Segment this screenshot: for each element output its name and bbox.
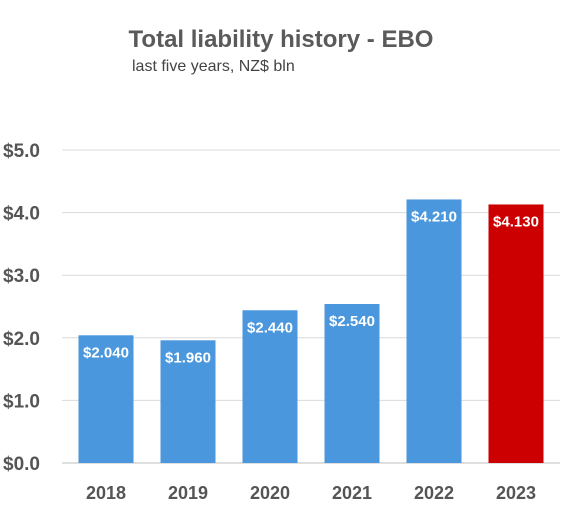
data-label: $4.130: [493, 213, 539, 230]
chart-subtitle: last five years, NZ$ bln: [132, 58, 295, 75]
bar: [242, 310, 298, 463]
data-label: $2.440: [247, 319, 293, 336]
y-tick-label: $5.0: [3, 141, 40, 162]
x-tick-label: 2018: [86, 483, 126, 503]
data-label: $1.960: [165, 349, 211, 366]
data-label: $2.540: [329, 313, 375, 330]
data-label: $2.040: [83, 344, 129, 361]
data-label: $4.210: [411, 208, 457, 225]
y-tick-label: $2.0: [3, 329, 40, 350]
bar: [488, 204, 544, 463]
bar: [160, 340, 216, 463]
x-tick-label: 2023: [496, 483, 536, 503]
x-tick-label: 2022: [414, 483, 454, 503]
x-tick-label: 2019: [168, 483, 208, 503]
chart-title: Total liability history - EBO: [128, 26, 434, 53]
y-tick-label: $4.0: [3, 204, 40, 225]
bar: [406, 199, 462, 464]
bar: [78, 335, 134, 463]
y-tick-label: $0.0: [3, 454, 40, 475]
x-tick-label: 2021: [332, 483, 372, 503]
y-tick-label: $3.0: [3, 266, 40, 287]
y-tick-label: $1.0: [3, 391, 40, 412]
x-tick-label: 2020: [250, 483, 290, 503]
bar: [324, 303, 380, 463]
